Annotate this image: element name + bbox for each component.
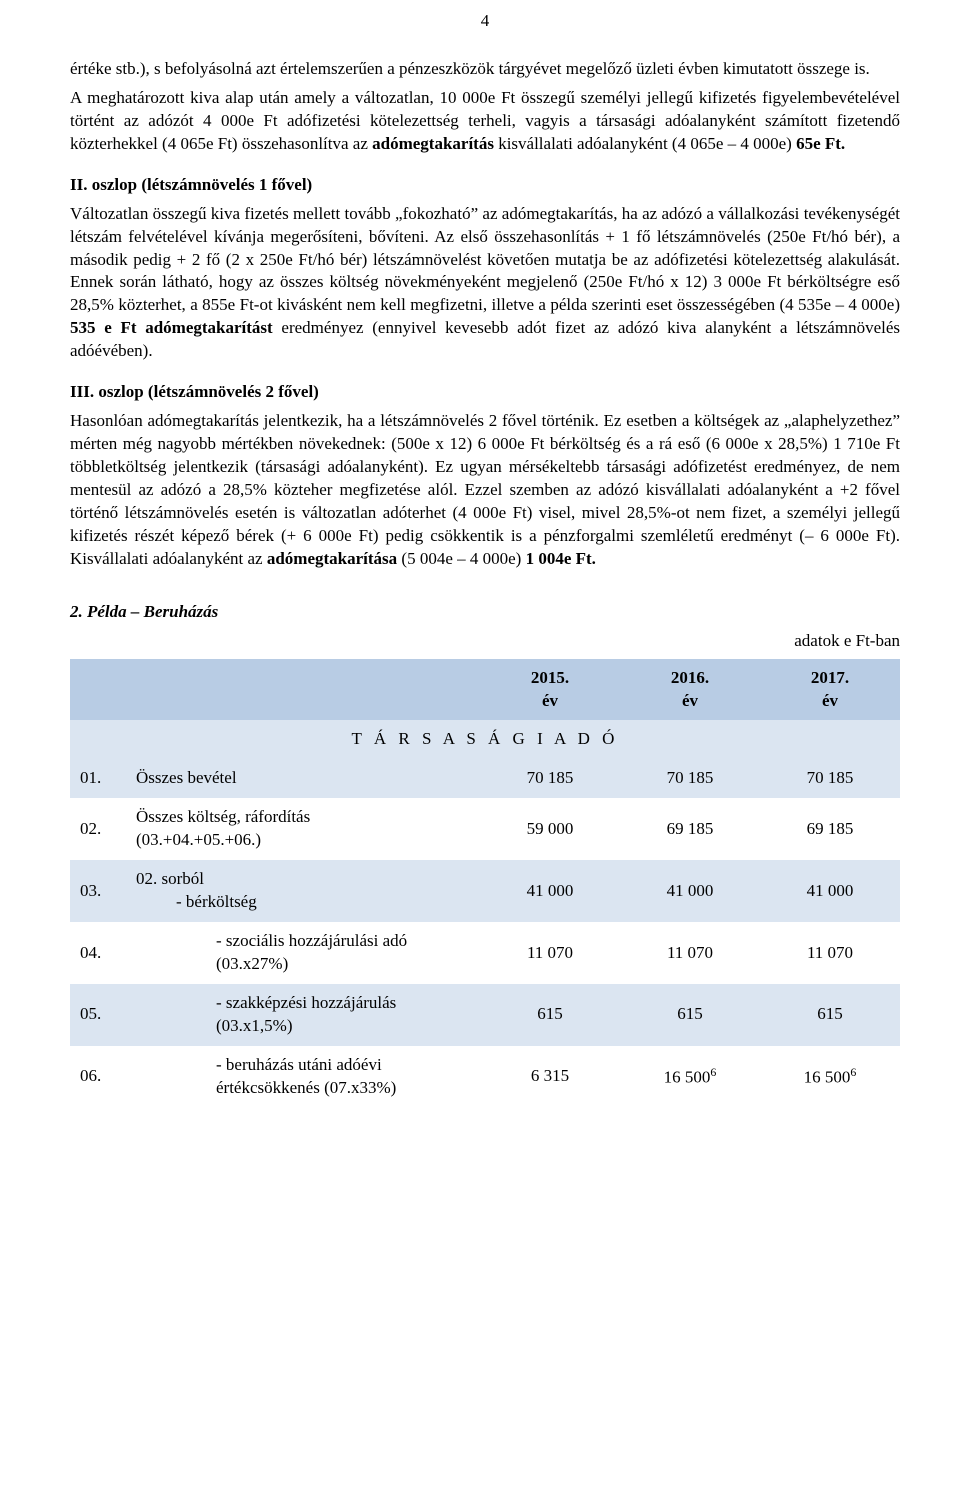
table-row: 04.- szociális hozzájárulási adó(03.x27%… — [70, 922, 900, 984]
row-value: 615 — [760, 984, 900, 1046]
row-number: 04. — [70, 922, 126, 984]
p3-a: Változatlan összegű kiva fizetés mellett… — [70, 204, 900, 315]
row-label: - beruházás utáni adóéviértékcsökkenés (… — [126, 1046, 480, 1108]
th-2017: 2017. év — [760, 659, 900, 721]
row-value: 11 070 — [760, 922, 900, 984]
example-title: 2. Példa – Beruházás — [70, 601, 900, 624]
row-value: 11 070 — [620, 922, 760, 984]
table-row: 01.Összes bevétel70 18570 18570 185 — [70, 759, 900, 798]
row-value: 70 185 — [620, 759, 760, 798]
p4-a: Hasonlóan adómegtakarítás jelentkezik, h… — [70, 411, 900, 568]
p3-bold: 535 e Ft adómegtakarítást — [70, 318, 273, 337]
row-value: 615 — [480, 984, 620, 1046]
p2-bold: adómegtakarítás — [372, 134, 494, 153]
table-banner-row: T Á R S A S Á G I A D Ó — [70, 720, 900, 759]
paragraph-iii: Hasonlóan adómegtakarítás jelentkezik, h… — [70, 410, 900, 571]
p4-bold2: 1 004e Ft. — [526, 549, 596, 568]
paragraph-ii: Változatlan összegű kiva fizetés mellett… — [70, 203, 900, 364]
section-iii-title: III. oszlop (létszámnövelés 2 fővel) — [70, 381, 900, 404]
table-body: 01.Összes bevétel70 18570 18570 18502.Ös… — [70, 759, 900, 1107]
section-ii-title: II. oszlop (létszámnövelés 1 fővel) — [70, 174, 900, 197]
row-number: 05. — [70, 984, 126, 1046]
table-header-row: 2015. év 2016. év 2017. év — [70, 659, 900, 721]
units-note: adatok e Ft-ban — [70, 630, 900, 653]
row-label: 02. sorból- bérköltség — [126, 860, 480, 922]
p4-bold1: adómegtakarítása — [267, 549, 397, 568]
row-label: - szakképzési hozzájárulás(03.x1,5%) — [126, 984, 480, 1046]
row-value: 69 185 — [620, 798, 760, 860]
row-number: 02. — [70, 798, 126, 860]
page-number: 4 — [70, 10, 900, 33]
table-row: 02.Összes költség, ráfordítás(03.+04.+05… — [70, 798, 900, 860]
tax-table: 2015. év 2016. év 2017. év T Á R S A S Á… — [70, 659, 900, 1108]
row-value: 59 000 — [480, 798, 620, 860]
paragraph-intro: értéke stb.), s befolyásolná azt értelem… — [70, 58, 900, 81]
row-number: 06. — [70, 1046, 126, 1108]
row-number: 03. — [70, 860, 126, 922]
row-value: 11 070 — [480, 922, 620, 984]
row-value: 69 185 — [760, 798, 900, 860]
th-2016: 2016. év — [620, 659, 760, 721]
table-row: 05.- szakképzési hozzájárulás(03.x1,5%)6… — [70, 984, 900, 1046]
table-row: 06.- beruházás utáni adóéviértékcsökkené… — [70, 1046, 900, 1108]
row-value: 6 315 — [480, 1046, 620, 1108]
row-value: 41 000 — [620, 860, 760, 922]
row-label: Összes költség, ráfordítás(03.+04.+05.+0… — [126, 798, 480, 860]
th-2015: 2015. év — [480, 659, 620, 721]
th-blank1 — [70, 659, 126, 721]
row-number: 01. — [70, 759, 126, 798]
paragraph-kiva: A meghatározott kiva alap után amely a v… — [70, 87, 900, 156]
row-value: 70 185 — [760, 759, 900, 798]
row-value: 41 000 — [760, 860, 900, 922]
row-value: 16 5006 — [620, 1046, 760, 1108]
row-value: 16 5006 — [760, 1046, 900, 1108]
p2-bold2: 65e Ft. — [796, 134, 845, 153]
row-label: Összes bevétel — [126, 759, 480, 798]
p4-b: (5 004e – 4 000e) — [397, 549, 525, 568]
row-label: - szociális hozzájárulási adó(03.x27%) — [126, 922, 480, 984]
table-row: 03.02. sorból- bérköltség41 00041 00041 … — [70, 860, 900, 922]
row-value: 615 — [620, 984, 760, 1046]
p2-b: kisvállalati adóalanyként (4 065e – 4 00… — [494, 134, 796, 153]
th-blank2 — [126, 659, 480, 721]
table-banner: T Á R S A S Á G I A D Ó — [70, 720, 900, 759]
row-value: 70 185 — [480, 759, 620, 798]
row-value: 41 000 — [480, 860, 620, 922]
